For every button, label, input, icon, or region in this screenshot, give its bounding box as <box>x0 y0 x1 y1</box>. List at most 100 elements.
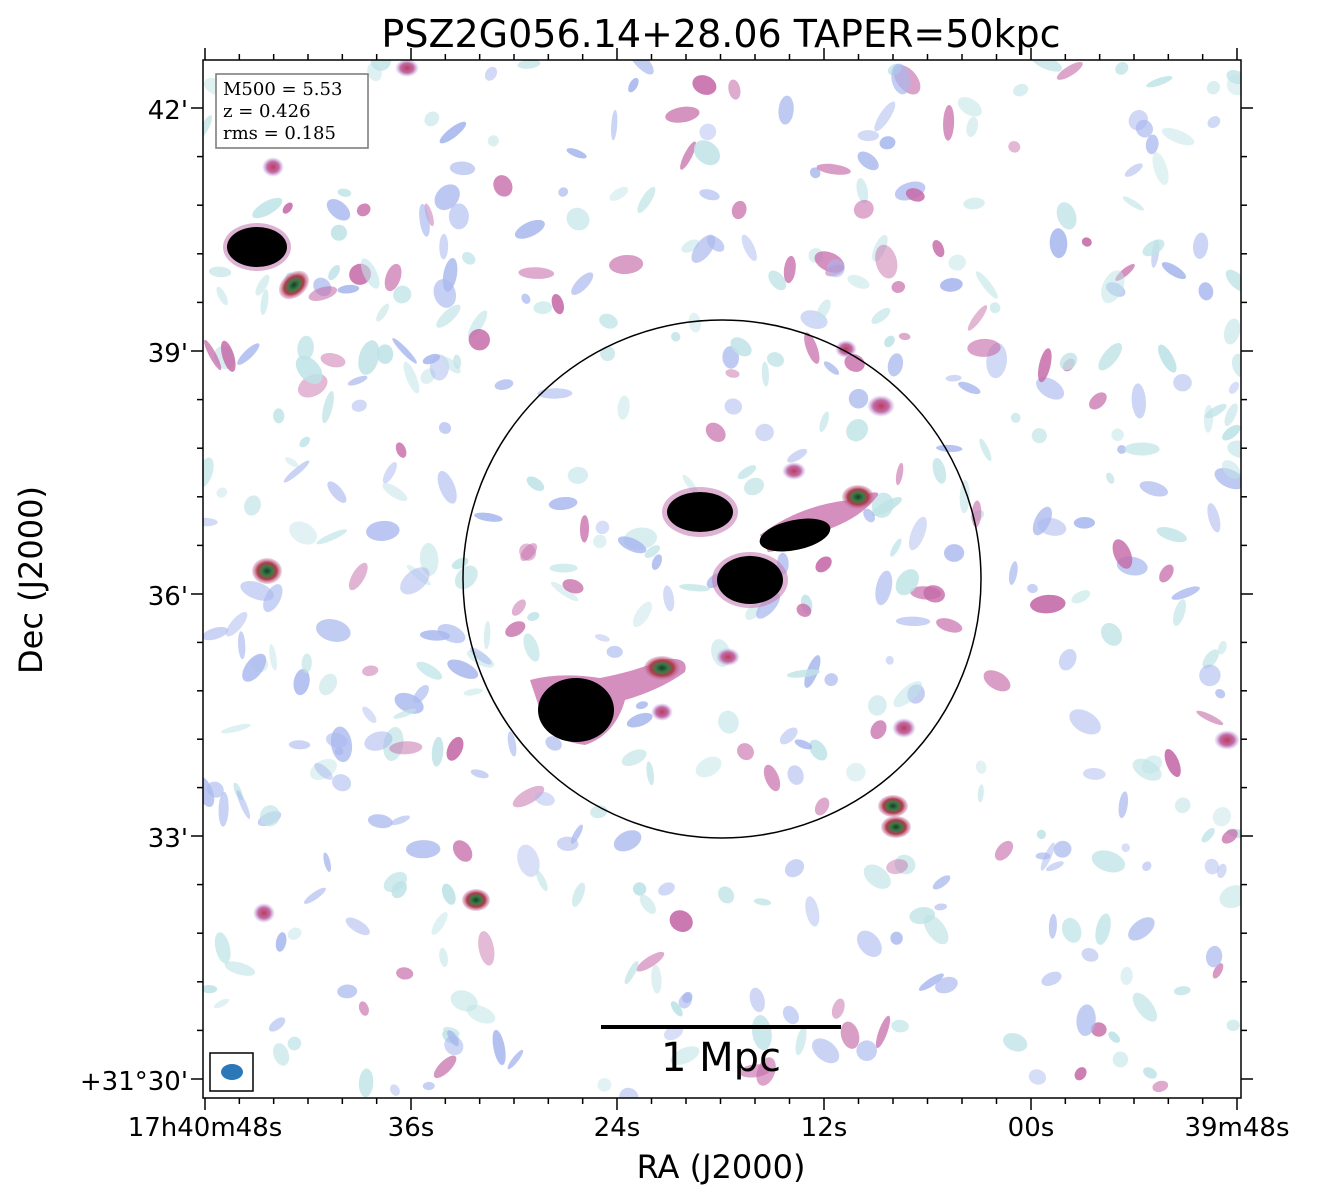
noise-blob <box>595 520 610 535</box>
noise-blob <box>400 567 430 595</box>
noise-blob <box>567 466 589 484</box>
noise-blob <box>782 1005 799 1025</box>
x-tick-label: 36s <box>388 1113 435 1143</box>
noise-blob <box>1008 561 1018 585</box>
noise-blob <box>890 931 903 945</box>
noise-blob <box>1100 622 1123 646</box>
noise-blob <box>478 931 495 966</box>
noise-blob <box>895 616 931 627</box>
noise-blob <box>768 270 787 291</box>
noise-blob <box>918 973 944 991</box>
noise-blob <box>613 830 642 852</box>
noise-blob <box>534 791 555 806</box>
noise-blob <box>431 736 444 767</box>
noise-blob <box>1174 797 1191 814</box>
noise-blob <box>1095 913 1111 945</box>
noise-blob <box>327 481 347 503</box>
noise-blob <box>816 163 851 175</box>
noise-blob <box>1059 352 1078 371</box>
noise-blob <box>753 898 772 906</box>
y-tick-label: 36' <box>148 582 188 612</box>
source-lower-left <box>530 648 740 745</box>
noise-blob <box>1212 963 1224 979</box>
noise-blob <box>579 515 590 543</box>
noise-blob <box>382 483 408 502</box>
noise-blob <box>1120 966 1133 985</box>
noise-blob <box>1221 460 1241 479</box>
noise-blob <box>439 233 449 260</box>
noise-blob <box>320 352 346 368</box>
noise-blob <box>301 653 312 673</box>
noise-blob <box>724 398 743 415</box>
noise-blob <box>621 749 647 767</box>
noise-blob <box>1037 517 1067 536</box>
noise-blob <box>870 720 887 740</box>
noise-blob <box>1173 986 1191 996</box>
plot-frame <box>202 59 1242 1099</box>
noise-blob <box>483 621 491 650</box>
noise-blob <box>452 840 473 862</box>
noise-blob <box>887 353 904 377</box>
noise-blob <box>517 60 541 69</box>
noise-blob <box>1081 948 1099 962</box>
noise-blob <box>1010 412 1021 423</box>
noise-blob <box>259 805 281 827</box>
source-small-knots <box>253 60 1240 923</box>
noise-blob <box>1112 539 1133 569</box>
noise-blob <box>863 864 891 889</box>
noise-blob <box>1227 440 1241 459</box>
noise-blob <box>1056 202 1077 230</box>
noise-blob <box>1161 127 1195 146</box>
noise-blob <box>749 987 765 1013</box>
noise-blob <box>1046 861 1064 872</box>
noise-blob <box>670 1001 683 1017</box>
noise-blob <box>1198 282 1214 301</box>
info-redshift: z = 0.426 <box>223 101 311 122</box>
noise-blob <box>1142 861 1152 871</box>
noise-blob <box>360 258 380 289</box>
noise-blob <box>441 883 456 905</box>
noise-blob <box>225 611 248 637</box>
noise-blob <box>439 121 467 144</box>
noise-blob <box>632 882 647 896</box>
noise-blob <box>1207 116 1221 129</box>
noise-blob <box>1112 1051 1129 1068</box>
noise-blob <box>203 626 229 641</box>
noise-blob <box>848 388 869 409</box>
noise-blob <box>875 570 893 606</box>
noise-blob <box>967 305 988 331</box>
noise-blob <box>526 476 545 491</box>
noise-blob <box>1207 503 1221 533</box>
noise-blob <box>624 960 639 985</box>
noise-blob <box>507 1049 524 1070</box>
noise-blob <box>466 1004 496 1024</box>
noise-blob <box>1193 232 1209 259</box>
noise-blob <box>287 927 302 940</box>
noise-blob <box>593 534 607 549</box>
noise-blob <box>393 708 417 719</box>
plot-title: PSZ2G056.14+28.06 TAPER=50kpc <box>381 12 1060 56</box>
noise-blob <box>434 184 460 211</box>
noise-blob <box>805 896 820 927</box>
noise-blob <box>1030 60 1063 72</box>
noise-blob <box>755 423 774 442</box>
noise-blob <box>1036 377 1065 400</box>
noise-blob <box>492 1029 506 1066</box>
noise-blob <box>958 381 981 395</box>
noise-blob <box>1159 564 1174 583</box>
noise-blob <box>609 186 629 201</box>
noise-blob <box>706 235 725 252</box>
noise-blob <box>487 135 499 147</box>
noise-blob <box>626 712 653 728</box>
noise-blob <box>908 516 927 551</box>
noise-blob <box>507 731 517 757</box>
noise-blob <box>936 618 963 633</box>
noise-blob <box>874 101 896 132</box>
noise-blob <box>463 688 483 696</box>
noise-blob <box>1228 381 1240 394</box>
noise-blob <box>392 338 417 364</box>
noise-blob <box>1031 428 1047 444</box>
noise-blob <box>811 1038 840 1064</box>
noise-blob <box>468 328 490 351</box>
noise-blob <box>393 285 412 304</box>
